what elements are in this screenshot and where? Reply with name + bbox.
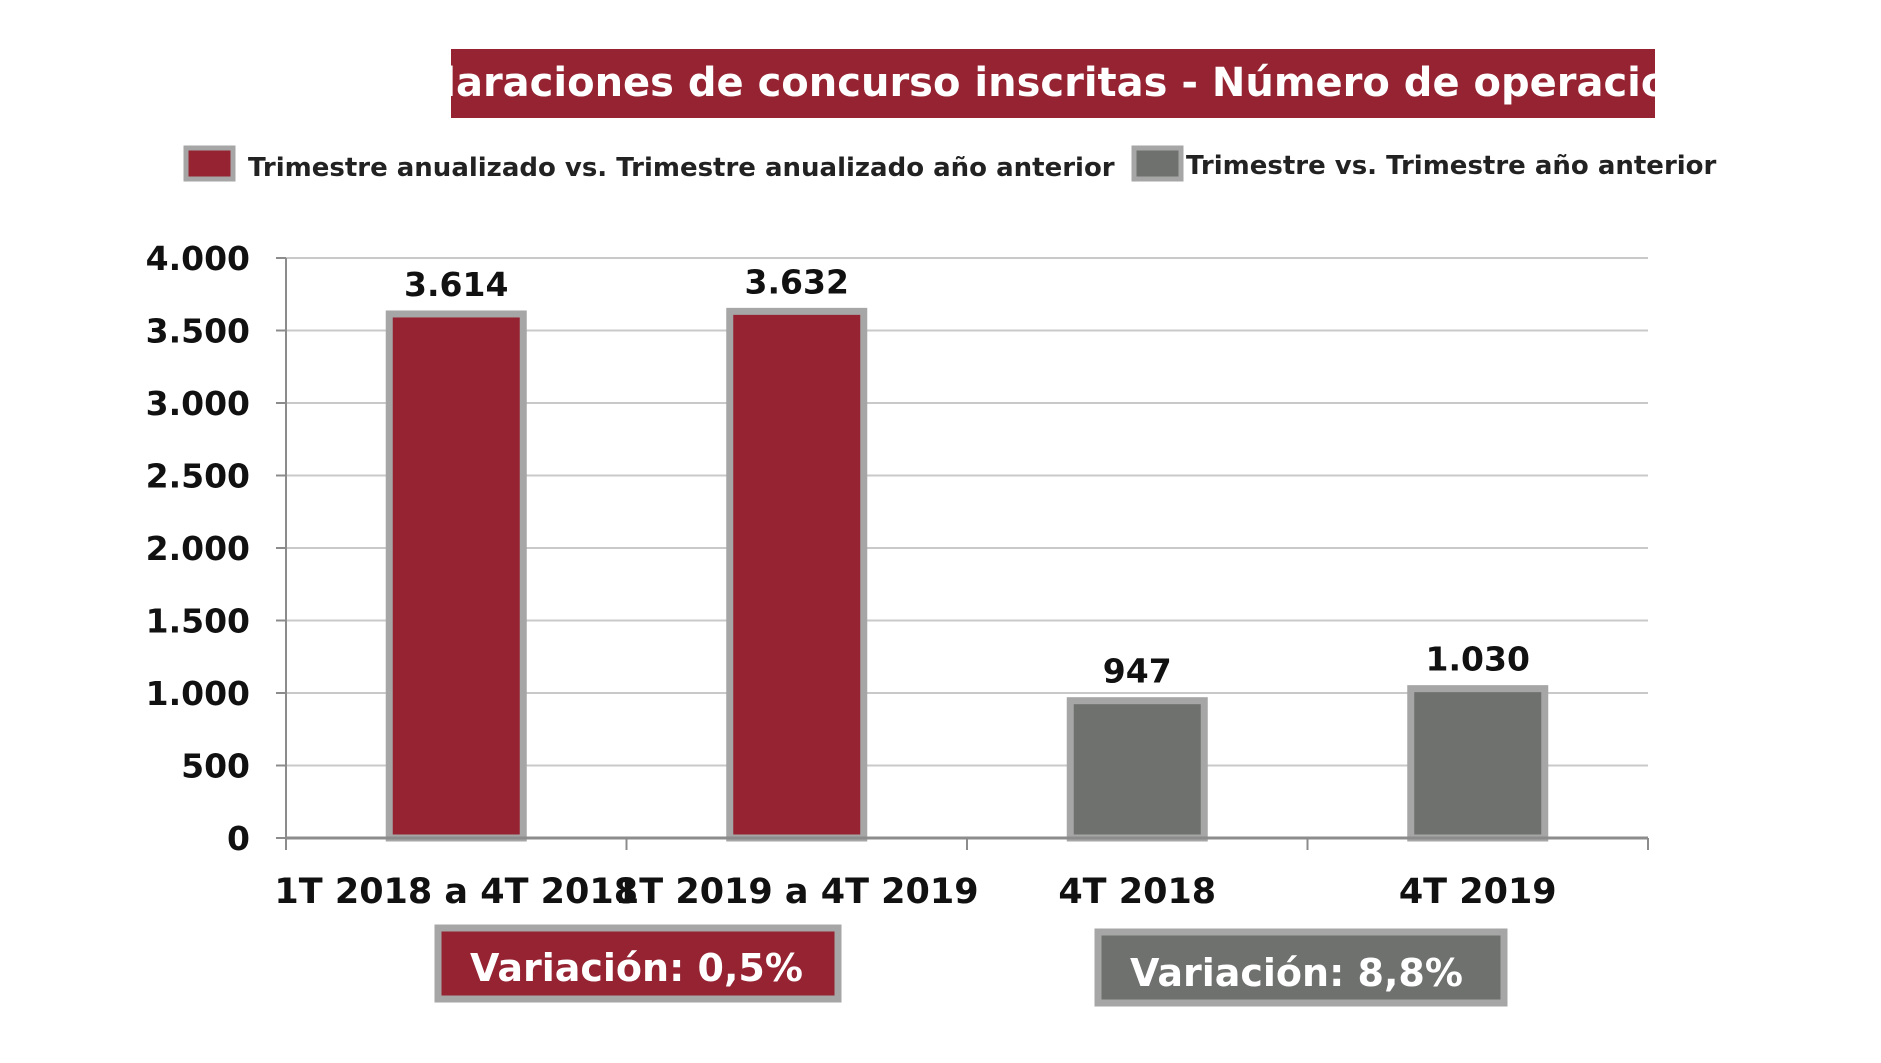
- y-axis-ticks: 0 500 1.000 1.500 2.000 2.500 3.000 3.500 4.000: [146, 239, 286, 858]
- y-tick-label: 2.500: [146, 457, 250, 496]
- bar: [1407, 685, 1549, 842]
- legend-label-quarter: Trimestre vs. Trimestre año anterior: [1186, 151, 1717, 181]
- y-tick-label: 3.500: [146, 312, 250, 351]
- y-tick-label: 500: [181, 747, 250, 786]
- legend-item-quarter: Trimestre vs. Trimestre año anterior: [1131, 145, 1717, 182]
- chart-title-background: [451, 49, 1655, 118]
- chart-title: Declaraciones de concurso inscritas - Nú…: [358, 60, 1748, 106]
- variation-label-quarter: Variación: 8,8%: [1130, 951, 1463, 995]
- y-tick-label: 2.000: [146, 529, 250, 568]
- y-tick-label: 4.000: [146, 239, 250, 278]
- y-tick-label: 0: [227, 819, 250, 858]
- variation-box-annualized-bg: [434, 924, 842, 1003]
- legend-item-annualized: Trimestre anualizado vs. Trimestre anual…: [183, 145, 1115, 183]
- y-tick-label: 1.500: [146, 602, 250, 641]
- legend-swatch-gray: [1131, 145, 1184, 182]
- legend-swatch-red: [183, 145, 236, 182]
- variation-box-annualized: Variación: 0,5%: [434, 924, 842, 1003]
- variation-box-quarter-bg: [1094, 928, 1508, 1007]
- bar: [385, 310, 527, 842]
- bars: [385, 307, 1549, 842]
- y-tick-label: 3.000: [146, 384, 250, 423]
- x-category-label: 1T 2018 a 4T 2018: [274, 872, 638, 912]
- bar-value-label: 3.632: [745, 262, 849, 301]
- y-tick-label: 1.000: [146, 674, 250, 713]
- bar-value-label: 3.614: [404, 265, 508, 304]
- bar: [1066, 697, 1208, 842]
- chart-title-box: Declaraciones de concurso inscritas - Nú…: [358, 49, 1748, 118]
- data-labels: 3.614 3.632 947 1.030: [404, 262, 1530, 690]
- bar-value-label: 947: [1103, 652, 1172, 691]
- axes: [285, 258, 1649, 850]
- variation-box-quarter: Variación: 8,8%: [1094, 928, 1508, 1007]
- x-category-label: 4T 2019: [1399, 872, 1557, 912]
- legend-label-annualized: Trimestre anualizado vs. Trimestre anual…: [248, 153, 1115, 183]
- variation-label-annualized: Variación: 0,5%: [470, 946, 803, 990]
- x-category-label: 1T 2019 a 4T 2019: [615, 872, 979, 912]
- legend: Trimestre anualizado vs. Trimestre anual…: [183, 145, 1717, 183]
- bar-value-label: 1.030: [1426, 640, 1530, 679]
- x-category-label: 4T 2018: [1058, 872, 1216, 912]
- bar: [726, 307, 868, 842]
